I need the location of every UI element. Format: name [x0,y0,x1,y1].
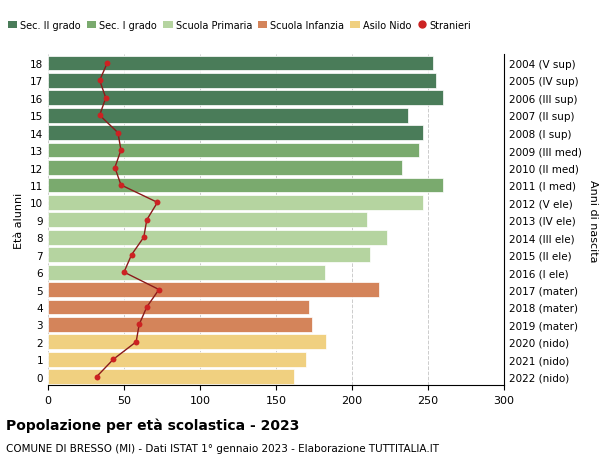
Bar [48,161,402,175]
Bar [48,196,424,210]
Bar [48,352,307,367]
Point [113,130,123,137]
Bar [48,335,326,349]
Bar [48,91,443,106]
Bar [48,178,443,193]
Text: Popolazione per età scolastica - 2023: Popolazione per età scolastica - 2023 [6,418,299,432]
Point [95,78,104,85]
Point [142,303,152,311]
Bar [48,282,379,297]
Point [103,60,112,67]
Bar [48,248,370,263]
Legend: Sec. II grado, Sec. I grado, Scuola Primaria, Scuola Infanzia, Asilo Nido, Stran: Sec. II grado, Sec. I grado, Scuola Prim… [4,17,475,35]
Point [119,269,129,276]
Bar [48,74,436,89]
Point [152,199,162,207]
Point [116,147,126,154]
Point [139,234,149,241]
Bar [48,369,294,384]
Point [92,373,101,381]
Text: COMUNE DI BRESSO (MI) - Dati ISTAT 1° gennaio 2023 - Elaborazione TUTTITALIA.IT: COMUNE DI BRESSO (MI) - Dati ISTAT 1° ge… [6,443,439,453]
Bar [48,317,313,332]
Bar [48,300,310,315]
Bar [48,56,433,71]
Bar [48,230,387,245]
Point [109,356,118,363]
Bar [48,143,419,158]
Y-axis label: Anni di nascita: Anni di nascita [589,179,598,262]
Point [101,95,110,102]
Point [116,182,126,189]
Point [127,252,136,259]
Point [131,338,141,346]
Bar [48,213,367,228]
Point [154,286,164,294]
Point [110,164,119,172]
Point [134,321,144,328]
Bar [48,109,408,123]
Bar [48,126,424,141]
Bar [48,265,325,280]
Point [142,217,152,224]
Y-axis label: Età alunni: Età alunni [14,192,25,248]
Point [95,112,104,120]
